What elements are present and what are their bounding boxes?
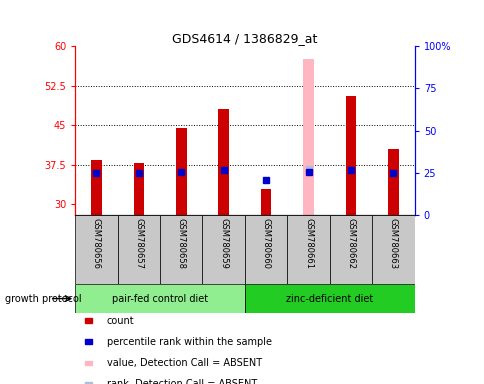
Bar <box>387 149 398 215</box>
Bar <box>302 59 313 215</box>
Text: pair-fed control diet: pair-fed control diet <box>112 293 208 304</box>
Bar <box>117 215 160 284</box>
Bar <box>244 284 414 313</box>
Bar <box>218 109 228 215</box>
Text: growth protocol: growth protocol <box>5 293 81 304</box>
Bar <box>329 215 372 284</box>
Text: GSM780658: GSM780658 <box>176 218 185 270</box>
Bar <box>260 189 271 215</box>
Bar <box>133 163 144 215</box>
Bar <box>75 284 244 313</box>
Bar <box>176 128 186 215</box>
Text: count: count <box>106 316 134 326</box>
Title: GDS4614 / 1386829_at: GDS4614 / 1386829_at <box>172 32 317 45</box>
Bar <box>345 96 356 215</box>
Bar <box>372 215 414 284</box>
Bar <box>160 215 202 284</box>
Text: GSM780663: GSM780663 <box>388 218 397 270</box>
Text: percentile rank within the sample: percentile rank within the sample <box>106 337 271 347</box>
Text: GSM780659: GSM780659 <box>219 218 228 269</box>
Bar <box>91 160 102 215</box>
Text: zinc-deficient diet: zinc-deficient diet <box>286 293 373 304</box>
Text: GSM780662: GSM780662 <box>346 218 355 270</box>
Bar <box>287 215 329 284</box>
Bar <box>244 215 287 284</box>
Text: rank, Detection Call = ABSENT: rank, Detection Call = ABSENT <box>106 379 257 384</box>
Text: GSM780660: GSM780660 <box>261 218 270 270</box>
Bar <box>202 215 244 284</box>
Text: GSM780661: GSM780661 <box>303 218 313 270</box>
Bar <box>75 215 117 284</box>
Text: value, Detection Call = ABSENT: value, Detection Call = ABSENT <box>106 358 261 368</box>
Text: GSM780657: GSM780657 <box>134 218 143 270</box>
Text: GSM780656: GSM780656 <box>91 218 101 270</box>
